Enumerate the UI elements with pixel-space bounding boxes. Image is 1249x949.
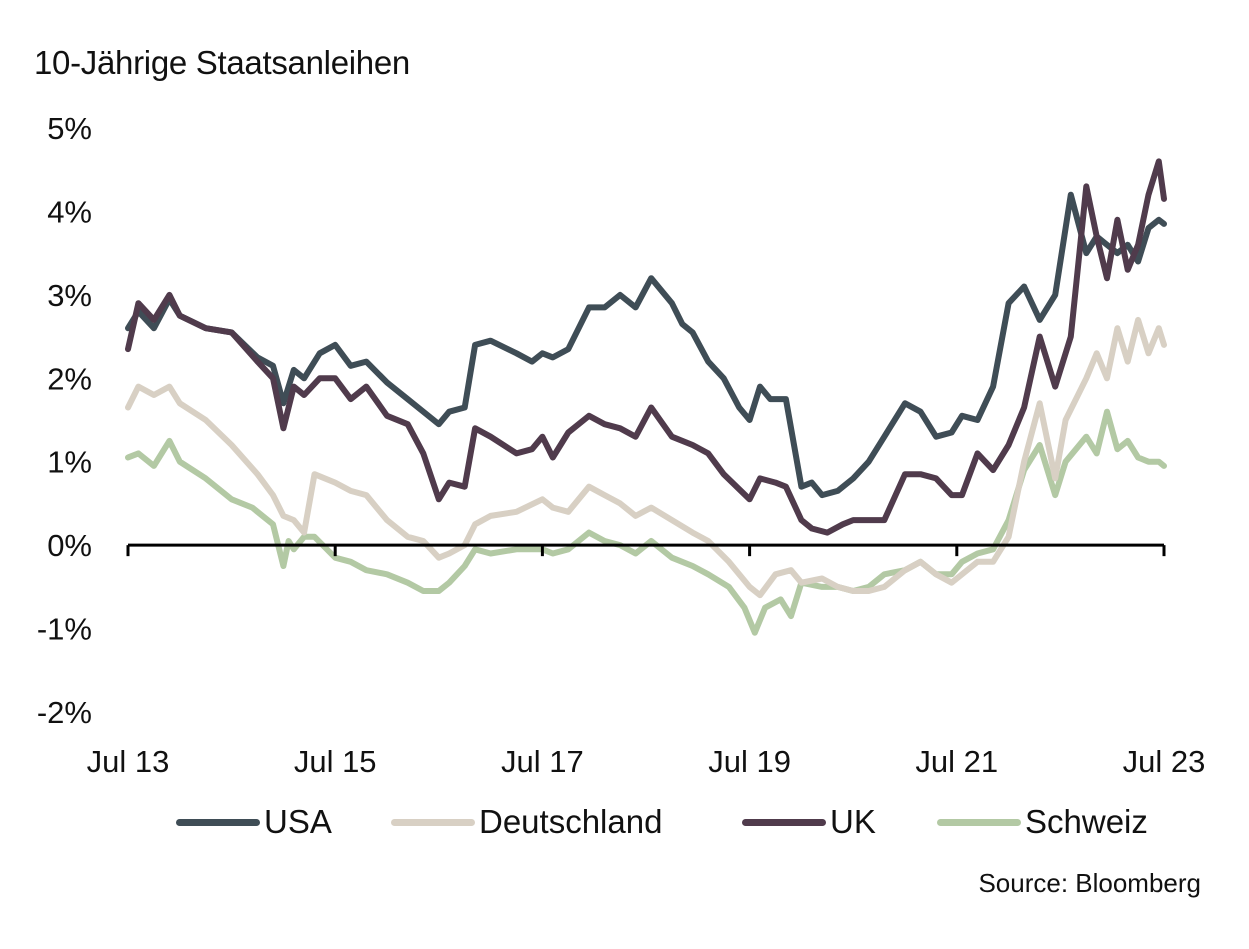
y-tick-label: 1%: [47, 445, 92, 480]
x-tick-label: Jul 23: [1123, 744, 1206, 779]
x-tick-label: Jul 17: [501, 744, 584, 779]
legend-item-deutschland: Deutschland: [391, 800, 662, 844]
series-line-usa: [125, 191, 1167, 499]
series-lines: [125, 158, 1167, 636]
series-line-schweiz: [125, 408, 1167, 636]
x-axis: [126, 543, 1166, 557]
legend-swatch-deutschland: [391, 818, 475, 826]
y-tick-label: 5%: [47, 111, 92, 146]
legend-label-usa: USA: [264, 803, 332, 840]
legend-label-schweiz: Schweiz: [1025, 803, 1148, 840]
y-tick-label: -2%: [37, 695, 92, 730]
legend-item-usa: USA: [176, 800, 332, 844]
legend-swatch-uk: [742, 818, 826, 826]
chart-title: 10-Jährige Staatsanleihen: [34, 44, 410, 81]
y-tick-label: 3%: [47, 278, 92, 313]
x-tick-label: Jul 19: [708, 744, 791, 779]
legend-label-uk: UK: [830, 803, 876, 840]
y-axis-tick-labels: 5% 4% 3% 2% 1% 0% -1% -2%: [37, 111, 92, 730]
x-tick-label: Jul 21: [915, 744, 998, 779]
series-line-deutschland: [125, 316, 1167, 599]
legend-item-schweiz: Schweiz: [937, 800, 1148, 844]
legend-label-deutschland: Deutschland: [479, 803, 663, 840]
x-tick-label: Jul 13: [87, 744, 170, 779]
x-axis-tick-labels: Jul 13 Jul 15 Jul 17 Jul 19 Jul 21 Jul 23: [87, 744, 1206, 779]
legend-swatch-usa: [176, 818, 260, 826]
legend: USA Deutschland UK Schweiz: [0, 800, 1249, 844]
legend-item-uk: UK: [742, 800, 876, 844]
source-note: Source: Bloomberg: [978, 868, 1201, 898]
y-tick-label: 0%: [47, 528, 92, 563]
series-line-uk: [125, 158, 1167, 536]
legend-swatch-schweiz: [937, 818, 1021, 826]
y-tick-label: -1%: [37, 612, 92, 647]
y-tick-label: 2%: [47, 361, 92, 396]
y-tick-label: 4%: [47, 194, 92, 229]
x-tick-label: Jul 15: [294, 744, 377, 779]
